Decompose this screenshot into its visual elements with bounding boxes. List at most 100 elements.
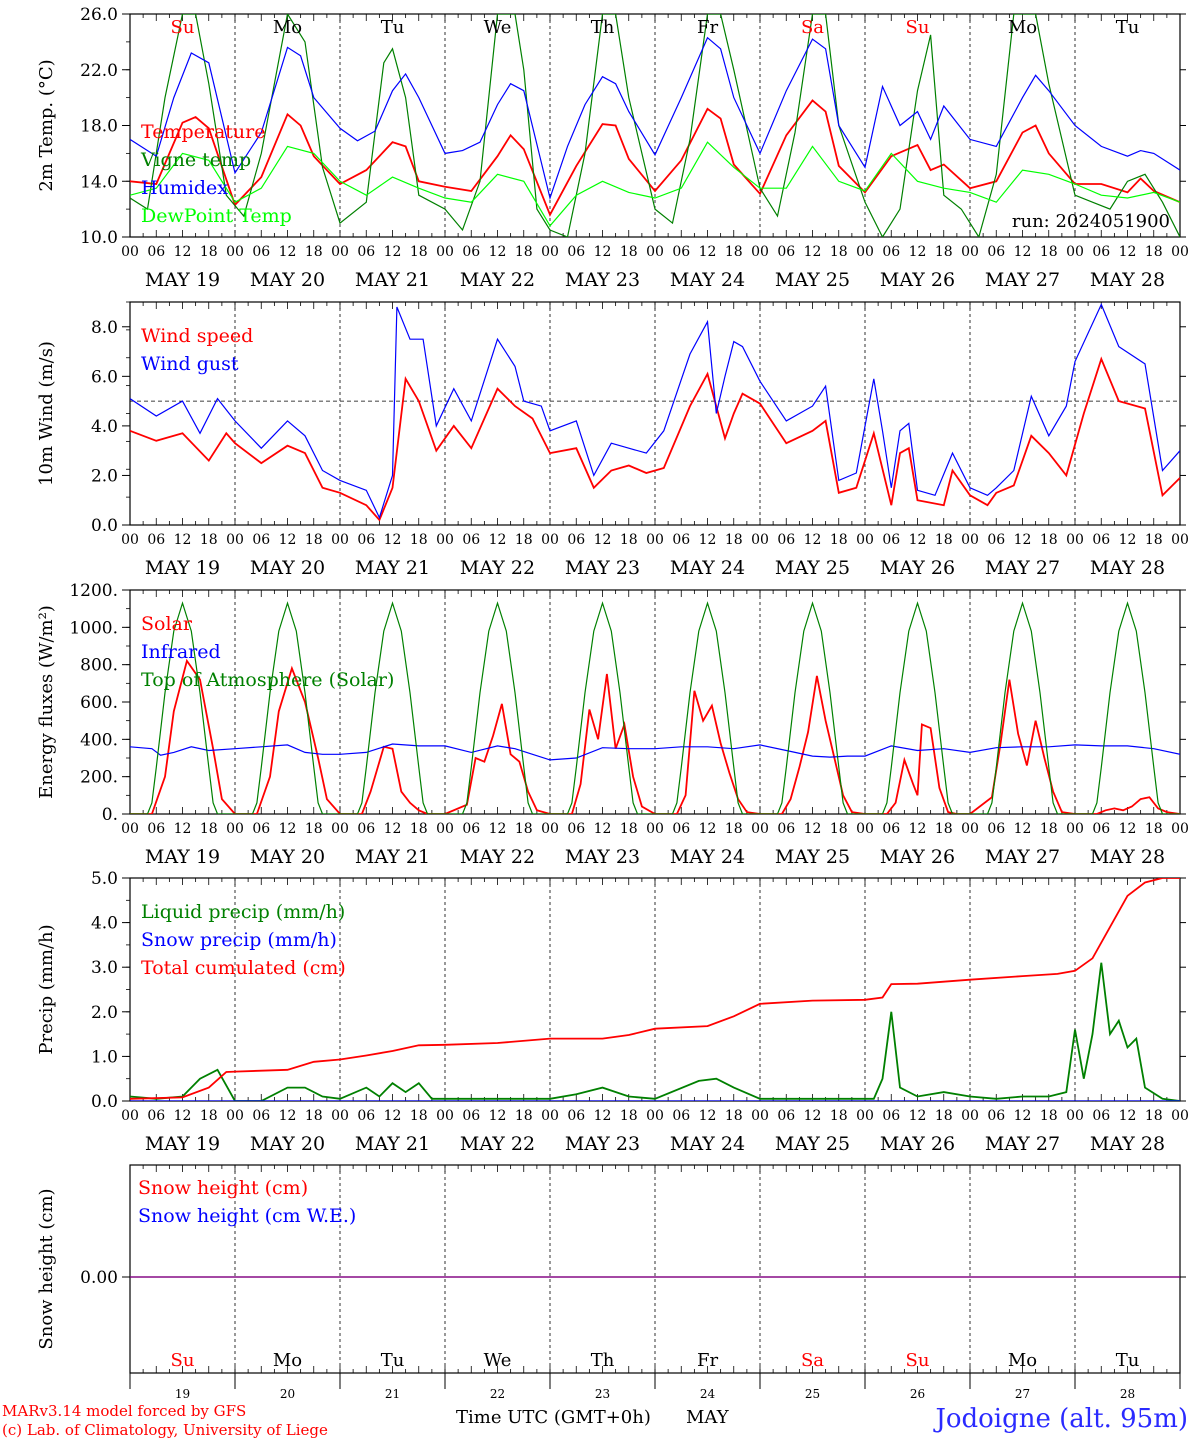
- y-tick-label: 3.0: [91, 958, 118, 978]
- hour-tick-label: 12: [174, 244, 192, 260]
- date-label: MAY 22: [460, 1133, 535, 1155]
- hour-tick-label: 18: [410, 244, 428, 260]
- legend-entry: Vigne temp: [140, 149, 251, 171]
- hour-tick-label: 18: [935, 532, 953, 548]
- hour-tick-label: 18: [830, 1108, 848, 1124]
- hour-tick-label: 18: [305, 532, 323, 548]
- hour-tick-label: 18: [410, 532, 428, 548]
- hour-tick-label: 18: [1040, 1108, 1058, 1124]
- hour-tick-label: 06: [1092, 821, 1110, 837]
- hour-tick-label: 12: [804, 244, 822, 260]
- hour-tick-label: 06: [987, 244, 1005, 260]
- hour-tick-label: 12: [174, 532, 192, 548]
- weekday-label: We: [484, 17, 512, 38]
- hour-tick-label: 06: [1092, 244, 1110, 260]
- weekday-label: Tu: [381, 17, 405, 38]
- hour-tick-label: 12: [804, 1108, 822, 1124]
- hour-tick-label: 00: [331, 1108, 349, 1124]
- hour-tick-label: 00: [646, 1108, 664, 1124]
- y-axis-label: Precip (mm/h): [36, 924, 57, 1054]
- hour-tick-label: 18: [1145, 532, 1163, 548]
- hour-tick-label: 00: [226, 532, 244, 548]
- series-line-humidex: [130, 36, 1180, 201]
- date-label: MAY 23: [565, 1133, 640, 1155]
- hour-tick-label: 00: [1066, 1108, 1084, 1124]
- date-label: MAY 21: [355, 1133, 430, 1155]
- hour-tick-label: 18: [515, 1108, 533, 1124]
- date-label: MAY 19: [145, 269, 220, 291]
- hour-tick-label: 00: [331, 821, 349, 837]
- hour-tick-label: 00: [226, 821, 244, 837]
- hour-tick-label: 00: [1066, 821, 1084, 837]
- date-label: MAY 22: [460, 846, 535, 868]
- hour-tick-label: 12: [384, 532, 402, 548]
- hour-tick-label: 06: [252, 821, 270, 837]
- hour-tick-label: 00: [1066, 532, 1084, 548]
- date-label: MAY 27: [985, 846, 1060, 868]
- hour-tick-label: 18: [725, 244, 743, 260]
- hour-tick-label: 18: [935, 1108, 953, 1124]
- month-label: MAY: [686, 1407, 730, 1428]
- hour-tick-label: 06: [672, 821, 690, 837]
- y-tick-label: 400.: [80, 730, 118, 750]
- hour-tick-label: 06: [567, 1108, 585, 1124]
- hour-tick-label: 18: [1040, 244, 1058, 260]
- hour-tick-label: 12: [384, 821, 402, 837]
- hour-tick-label: 00: [961, 532, 979, 548]
- y-tick-label: 6.0: [91, 367, 118, 387]
- weekday-label: Su: [171, 1350, 195, 1371]
- weekday-label: Th: [591, 1350, 615, 1371]
- y-tick-label: 26.0: [80, 5, 118, 25]
- hour-tick-label: 00: [541, 244, 559, 260]
- legend-entry: Snow precip (mm/h): [141, 929, 337, 951]
- hour-tick-label: 12: [174, 1108, 192, 1124]
- day-number: 28: [1120, 1387, 1135, 1401]
- hour-tick-label: 12: [1014, 244, 1032, 260]
- hour-tick-label: 18: [620, 1108, 638, 1124]
- y-tick-label: 600.: [80, 693, 118, 713]
- hour-tick-label: 12: [594, 821, 612, 837]
- y-tick-label: 8.0: [91, 318, 118, 338]
- hour-tick-label: 00: [856, 821, 874, 837]
- day-number: 22: [490, 1387, 505, 1401]
- y-tick-label: 0.0: [91, 1092, 118, 1112]
- y-tick-label: 1200.: [69, 581, 118, 601]
- legend-entry: DewPoint Temp: [141, 205, 292, 227]
- series-line-wind-gust: [130, 303, 1180, 520]
- date-label: MAY 28: [1090, 557, 1165, 579]
- hour-tick-label: 00: [961, 244, 979, 260]
- date-label: MAY 20: [250, 846, 325, 868]
- hour-tick-label: 00: [961, 1108, 979, 1124]
- y-tick-label: 0.00: [80, 1268, 118, 1288]
- y-tick-label: 22.0: [80, 61, 118, 81]
- legend-entry: Total cumulated (cm): [141, 957, 346, 979]
- panel-4: 0.0 1.0 2.0 3.0 4.0 5.0 Precip (mm/h) Liquid pr…: [36, 869, 1189, 1155]
- date-label: MAY 24: [670, 846, 745, 868]
- hour-tick-label: 06: [252, 244, 270, 260]
- hour-tick-label: 00: [856, 244, 874, 260]
- date-label: MAY 25: [775, 846, 850, 868]
- hour-tick-label: 00: [646, 821, 664, 837]
- date-label: MAY 19: [145, 1133, 220, 1155]
- series-line-wind-speed: [130, 356, 1180, 522]
- weekday-label: Th: [591, 17, 615, 38]
- hour-tick-label: 00: [121, 532, 139, 548]
- date-label: MAY 26: [880, 846, 955, 868]
- hour-tick-label: 00: [541, 1108, 559, 1124]
- hour-tick-label: 06: [672, 532, 690, 548]
- hour-tick-label: 18: [935, 244, 953, 260]
- series-line-liquid-precip-mm-h: [130, 962, 1180, 1101]
- y-tick-label: 18.0: [80, 117, 118, 137]
- panel-1: 10.0 14.0 18.0 22.0 26.0 2m Temp. (°C) Tempera…: [36, 5, 1189, 291]
- day-number: 21: [385, 1387, 400, 1401]
- hour-tick-label: 00: [331, 532, 349, 548]
- hour-tick-label: 18: [515, 532, 533, 548]
- hour-tick-label: 18: [830, 244, 848, 260]
- date-label: MAY 25: [775, 557, 850, 579]
- y-axis-label: 10m Wind (m/s): [36, 341, 57, 486]
- date-label: MAY 23: [565, 557, 640, 579]
- series-line-temperature: [130, 99, 1180, 217]
- y-tick-label: 14.0: [80, 172, 118, 192]
- y-tick-label: 200.: [80, 768, 118, 788]
- credit-line-1: MARv3.14 model forced by GFS: [2, 1402, 246, 1420]
